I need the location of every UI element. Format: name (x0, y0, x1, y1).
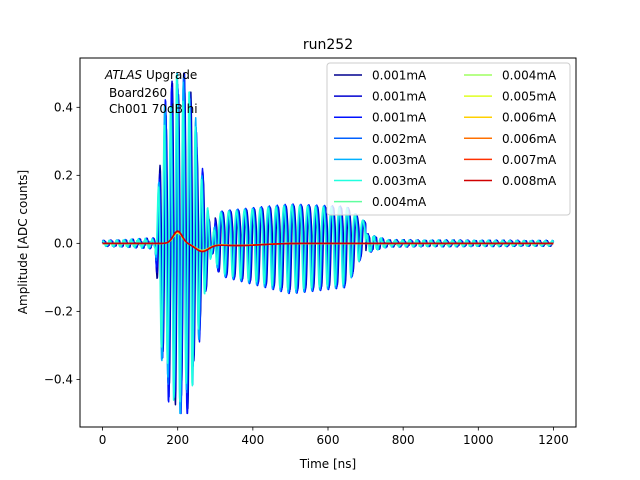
atlas-annotation: ATLAS Upgrade Board260 Ch001 70dB hi (104, 68, 198, 116)
legend-label: 0.005mA (502, 90, 557, 104)
series-line-13 (102, 230, 554, 253)
legend-label: 0.002mA (372, 132, 427, 146)
y-tick-label: 0.0 (54, 236, 73, 250)
legend-label: 0.001mA (372, 111, 427, 125)
annotation-board: Board260 (109, 86, 167, 100)
x-tick-label: 200 (166, 433, 189, 447)
legend-label: 0.003mA (372, 174, 427, 188)
legend-label: 0.004mA (372, 195, 427, 209)
annotation-channel: Ch001 70dB hi (109, 102, 198, 116)
plot-area (101, 72, 555, 415)
y-tick-label: 0.2 (54, 168, 73, 182)
y-axis-label: Amplitude [ADC counts] (16, 170, 30, 314)
legend-label: 0.001mA (372, 69, 427, 83)
x-tick-label: 1000 (463, 433, 494, 447)
annotation-atlas: ATLAS (104, 68, 143, 82)
legend-label: 0.001mA (372, 90, 427, 104)
legend-label: 0.006mA (502, 111, 557, 125)
legend-label: 0.003mA (372, 153, 427, 167)
legend-label: 0.007mA (502, 153, 557, 167)
legend-box (326, 62, 571, 216)
legend-label: 0.004mA (502, 69, 557, 83)
x-tick-label: 800 (392, 433, 415, 447)
y-tick-label: 0.4 (54, 100, 73, 114)
axis-ticks: 0 200 400 600 800 1000 1200 −0.4 −0.2 0.0 0.2 0.4 (44, 100, 569, 447)
legend-label: 0.008mA (502, 174, 557, 188)
x-tick-label: 600 (317, 433, 340, 447)
legend-label: 0.006mA (502, 132, 557, 146)
y-tick-label: −0.2 (44, 304, 73, 318)
x-tick-label: 0 (99, 433, 107, 447)
annotation-line-1: ATLAS Upgrade (104, 68, 197, 82)
legend: 0.001mA 0.001mA 0.001mA 0.002mA 0.003mA 0.003… (326, 62, 571, 216)
annotation-upgrade: Upgrade (142, 68, 197, 82)
x-tick-label: 400 (241, 433, 264, 447)
x-tick-label: 1200 (538, 433, 569, 447)
x-axis-label: Time [ns] (299, 457, 356, 471)
y-tick-label: −0.4 (44, 372, 73, 386)
chart-title: run252 (303, 37, 353, 53)
